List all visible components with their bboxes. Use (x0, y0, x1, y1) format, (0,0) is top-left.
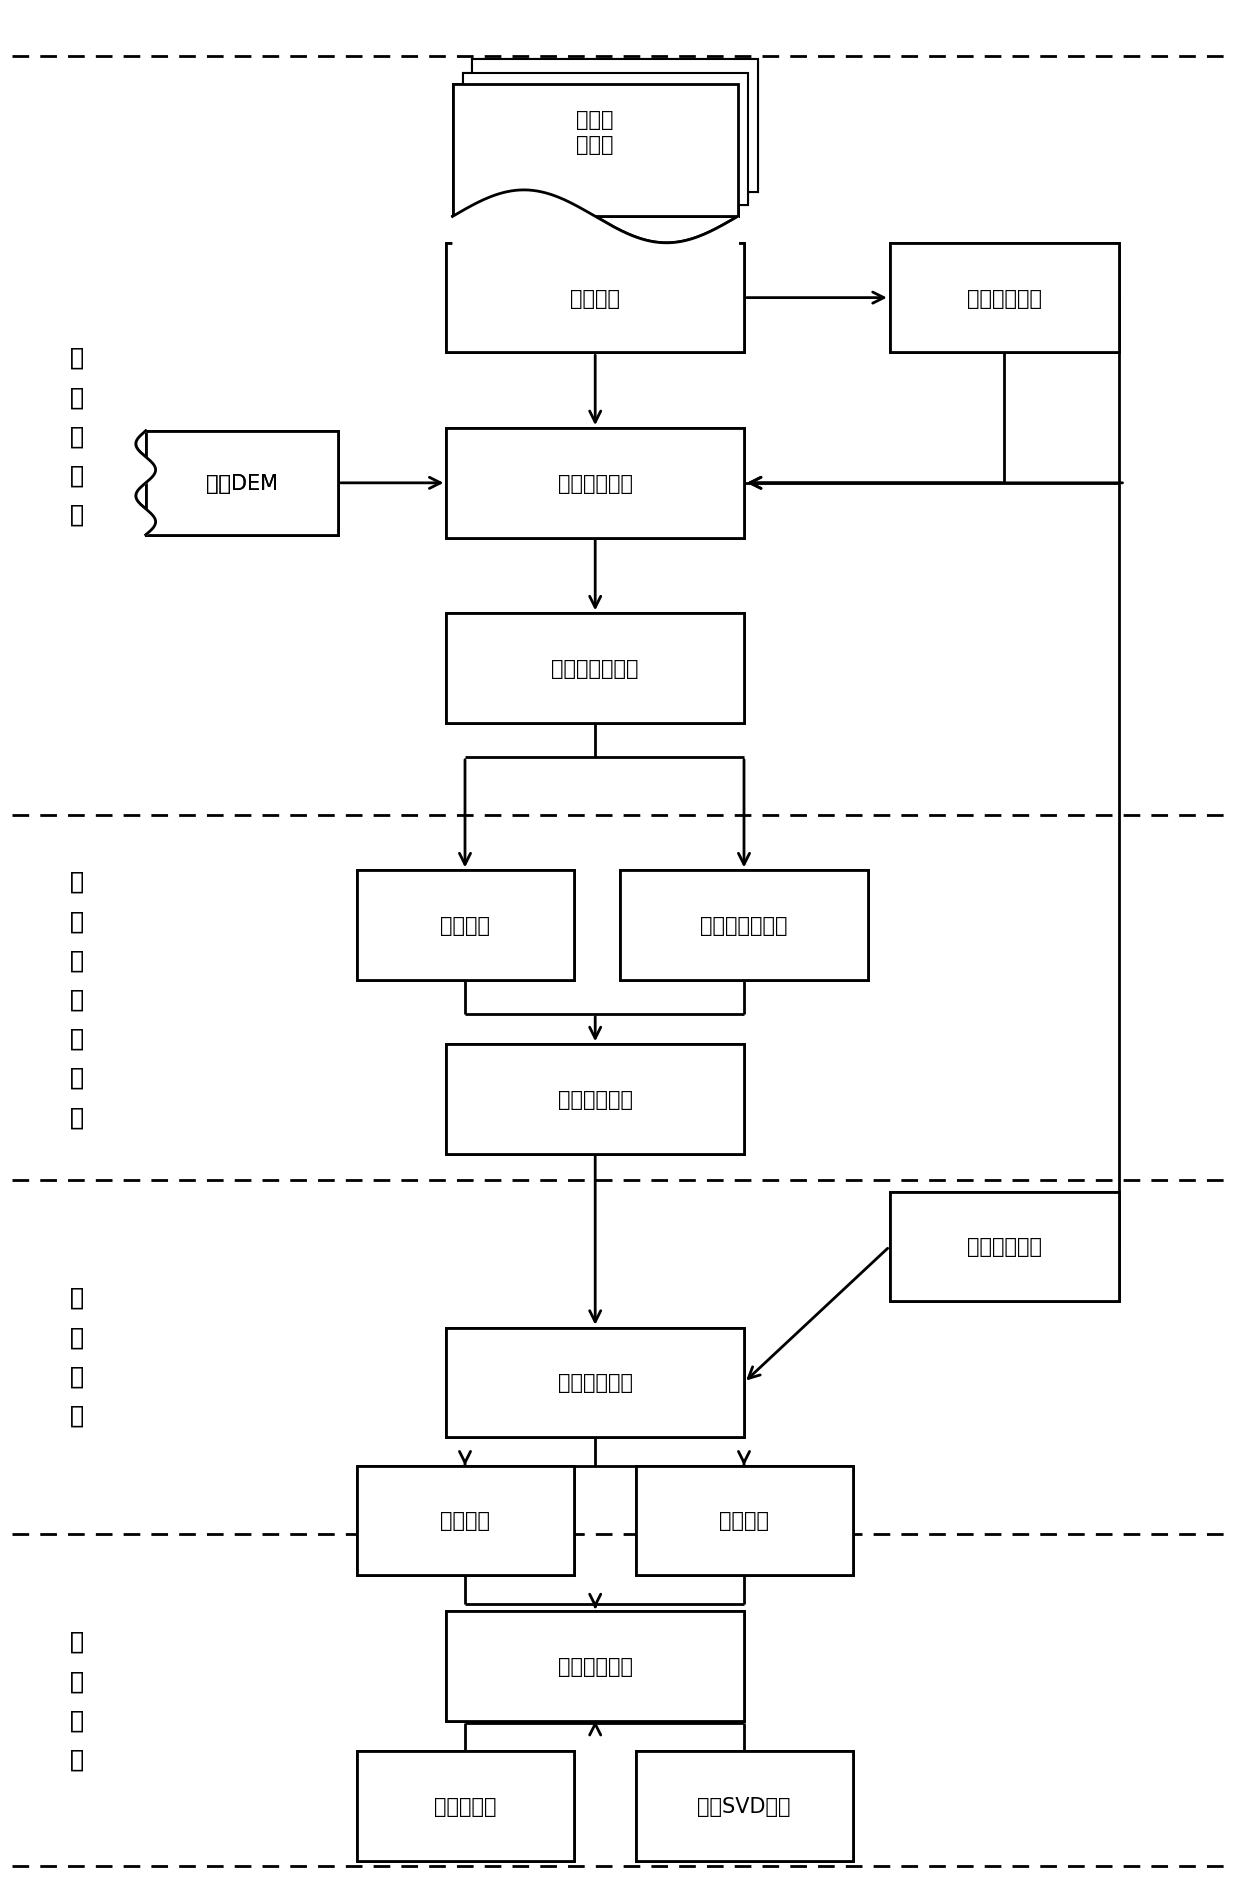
Text: 模
型
解
算: 模 型 解 算 (69, 1630, 84, 1770)
Text: 外部DEM: 外部DEM (206, 474, 278, 493)
Bar (635, 1751, 853, 1861)
Text: 基线初始估计: 基线初始估计 (967, 289, 1042, 308)
Text: 外部DEM: 外部DEM (206, 474, 278, 493)
Bar (446, 429, 744, 538)
Bar (146, 431, 339, 536)
Text: 差分干涉处理: 差分干涉处理 (558, 474, 632, 493)
Bar (620, 871, 868, 980)
Text: 系
统
性
信
号
去
除: 系 统 性 信 号 去 除 (69, 869, 84, 1130)
Text: 初始平地相位: 初始平地相位 (967, 1237, 1042, 1256)
Bar (146, 431, 339, 536)
Bar (146, 431, 339, 536)
Bar (620, 871, 868, 980)
Bar (890, 1192, 1120, 1302)
Bar (446, 244, 744, 353)
Bar (890, 1192, 1120, 1302)
Bar (453, 85, 738, 217)
Bar (890, 244, 1120, 353)
Text: 形变信号: 形变信号 (440, 916, 490, 935)
Bar (446, 1045, 744, 1154)
Text: 解缠差分干涉图: 解缠差分干涉图 (552, 659, 639, 678)
Text: 与高程相关误差: 与高程相关误差 (701, 916, 787, 935)
Bar (357, 1751, 573, 1861)
Text: 建立平差模型: 建立平差模型 (558, 1373, 632, 1392)
Bar (357, 1466, 573, 1575)
Text: 随机模型: 随机模型 (719, 1511, 769, 1530)
Bar (446, 1328, 744, 1438)
Text: 形变信号: 形变信号 (440, 916, 490, 935)
Bar (357, 871, 573, 980)
Text: 主影像
从影像: 主影像 从影像 (577, 110, 614, 155)
Bar (890, 244, 1120, 353)
Text: 截断SVD方法: 截断SVD方法 (697, 1796, 791, 1815)
Text: 截断SVD方法: 截断SVD方法 (697, 1796, 791, 1815)
Text: 与高程相关误差: 与高程相关误差 (701, 916, 787, 935)
Text: 模
型
解
算: 模 型 解 算 (69, 1630, 84, 1770)
Text: 数
据
预
处
理: 数 据 预 处 理 (69, 346, 84, 527)
Bar (472, 60, 758, 193)
Bar (472, 60, 758, 193)
Bar (446, 1611, 744, 1721)
Text: 残余平地相位: 残余平地相位 (558, 1090, 632, 1109)
Text: 迭代参数求解: 迭代参数求解 (558, 1657, 632, 1676)
Bar (446, 614, 744, 723)
Bar (446, 1611, 744, 1721)
Text: 残余平地相位: 残余平地相位 (558, 1090, 632, 1109)
Text: 数
据
预
处
理: 数 据 预 处 理 (69, 346, 84, 527)
Text: 影像配准: 影像配准 (570, 289, 620, 308)
Text: 解缠差分干涉图: 解缠差分干涉图 (552, 659, 639, 678)
Text: 基线初始估计: 基线初始估计 (967, 289, 1042, 308)
Bar (446, 429, 744, 538)
Bar (635, 1751, 853, 1861)
Text: 主影像
从影像: 主影像 从影像 (577, 110, 614, 155)
Text: 随机模型: 随机模型 (719, 1511, 769, 1530)
Text: 外部DEM: 外部DEM (206, 474, 278, 493)
Bar (635, 1466, 853, 1575)
Text: 函数模型: 函数模型 (440, 1511, 490, 1530)
Bar (446, 614, 744, 723)
Bar (463, 74, 748, 206)
Bar (446, 1328, 744, 1438)
Text: 外部DEM: 外部DEM (206, 474, 278, 493)
Bar (146, 431, 339, 536)
Text: 模
型
建
立: 模 型 建 立 (69, 1286, 84, 1426)
Text: 差分干涉处理: 差分干涉处理 (558, 474, 632, 493)
Text: 函数模型: 函数模型 (440, 1511, 490, 1530)
Bar (453, 85, 738, 217)
Text: 影像配准: 影像配准 (570, 289, 620, 308)
Bar (357, 1751, 573, 1861)
Text: 岭估计方法: 岭估计方法 (434, 1796, 496, 1815)
Text: 初始平地相位: 初始平地相位 (967, 1237, 1042, 1256)
Text: 建立平差模型: 建立平差模型 (558, 1373, 632, 1392)
Text: 模
型
建
立: 模 型 建 立 (69, 1286, 84, 1426)
Bar (446, 1045, 744, 1154)
Bar (446, 244, 744, 353)
Bar (357, 1466, 573, 1575)
Text: 系
统
性
信
号
去
除: 系 统 性 信 号 去 除 (69, 869, 84, 1130)
Bar (463, 74, 748, 206)
Bar (635, 1466, 853, 1575)
Bar (357, 871, 573, 980)
Text: 岭估计方法: 岭估计方法 (434, 1796, 496, 1815)
Text: 迭代参数求解: 迭代参数求解 (558, 1657, 632, 1676)
